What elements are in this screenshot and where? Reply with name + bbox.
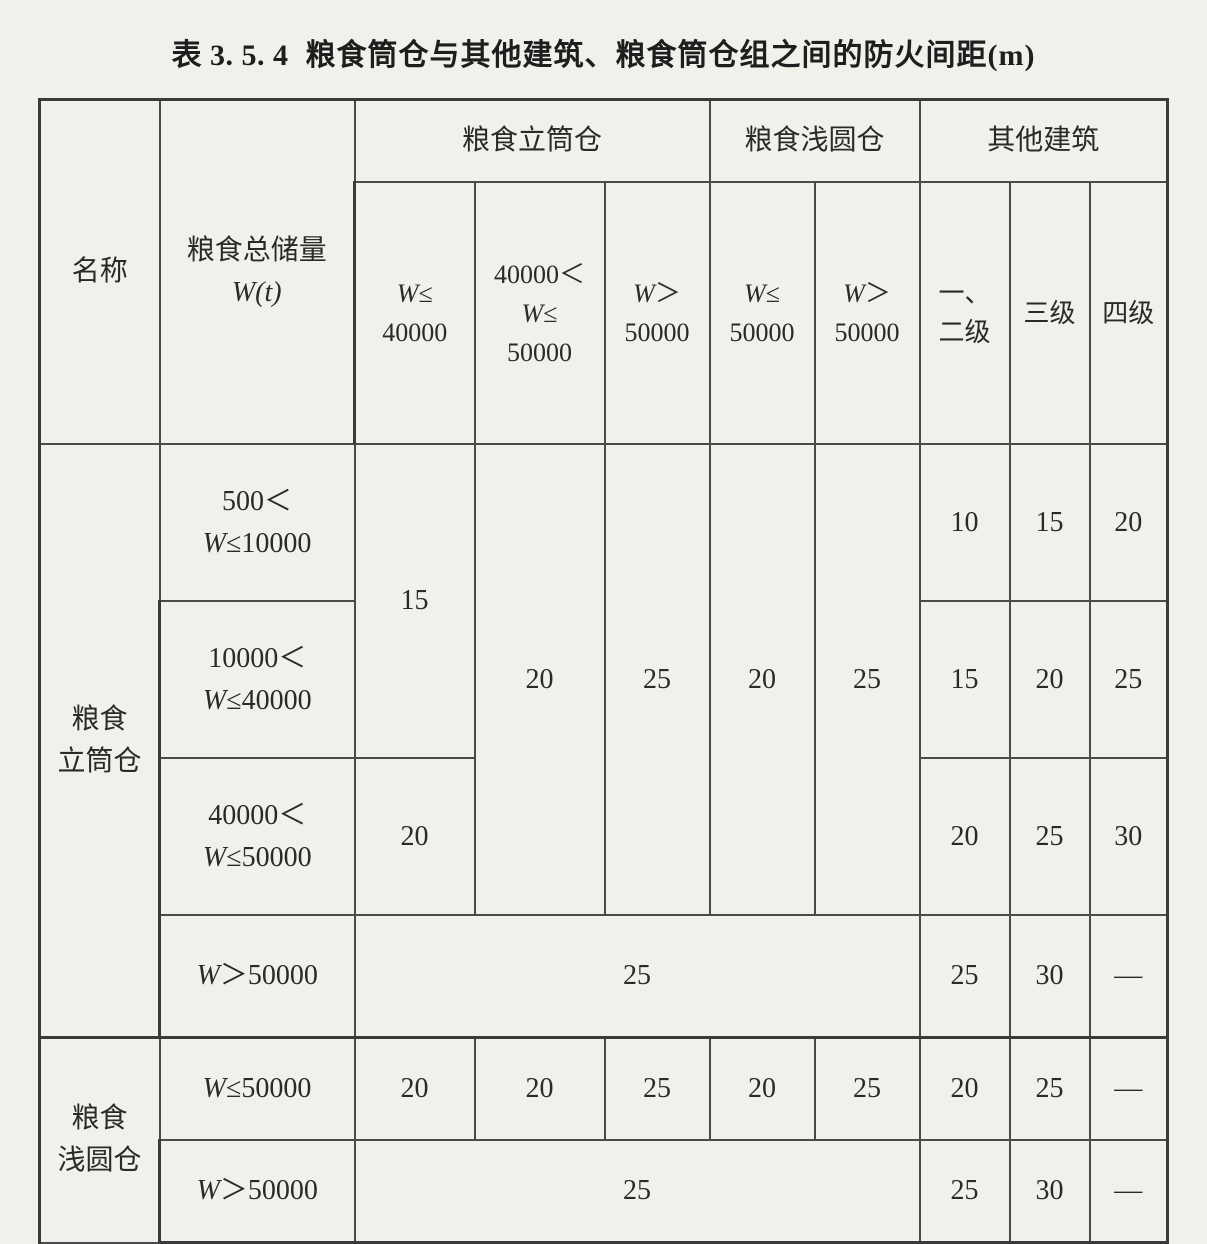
- r3-o2: 25: [1010, 758, 1090, 915]
- page: 表 3. 5. 4 粮食筒仓与其他建筑、粮食筒仓组之间的防火间距(m) 名称 粮…: [0, 0, 1207, 1240]
- col-group-shallow: 粮食浅圆仓: [710, 100, 920, 183]
- row-v-1: 粮食 立筒仓 500 W10000 15 20 25 20 25 10 15 2…: [40, 444, 1168, 601]
- r4-o3: —: [1090, 915, 1168, 1038]
- r3-o1: 20: [920, 758, 1010, 915]
- wt-header-l1: 粮食总储量: [187, 230, 327, 272]
- col-group-vertical: 粮食立筒仓: [355, 100, 710, 183]
- r1-3-q2: 25: [815, 444, 920, 915]
- header-row-1: 名称 粮食总储量 W(t) 粮食立筒仓 粮食浅圆仓 其他建筑: [40, 100, 1168, 183]
- sub-q2: W 50000: [815, 182, 920, 444]
- col-header-name: 名称: [40, 100, 160, 445]
- col-group-other: 其他建筑: [920, 100, 1168, 183]
- r6-o3: —: [1090, 1140, 1168, 1243]
- r1-3-q1: 20: [710, 444, 815, 915]
- sub-o3: 四级: [1090, 182, 1168, 444]
- row-q-2: W50000 25 25 30 —: [40, 1140, 1168, 1243]
- r1-3-v2: 20: [475, 444, 605, 915]
- r5-o2: 25: [1010, 1038, 1090, 1141]
- r5-v1: 20: [355, 1038, 475, 1141]
- r1-range: 500 W10000: [160, 444, 355, 601]
- caption-text: 粮食筒仓与其他建筑、粮食筒仓组之间的防火间距(m): [306, 39, 1036, 72]
- sub-q1: W 50000: [710, 182, 815, 444]
- wt-header-l2: W(t): [232, 277, 282, 308]
- sub-v1: W 40000: [355, 182, 475, 444]
- r6-o2: 30: [1010, 1140, 1090, 1243]
- r4-range: W50000: [160, 915, 355, 1038]
- sub-o1: 一、 二级: [920, 182, 1010, 444]
- r2-o2: 20: [1010, 601, 1090, 758]
- r4-big: 25: [355, 915, 920, 1038]
- r4-o2: 30: [1010, 915, 1090, 1038]
- row-q-1: 粮食 浅圆仓 W50000 20 20 25 20 25 20 25 —: [40, 1038, 1168, 1141]
- fire-distance-table: 名称 粮食总储量 W(t) 粮食立筒仓 粮食浅圆仓 其他建筑 W 40000: [38, 98, 1169, 1244]
- r1-o2: 15: [1010, 444, 1090, 601]
- r2-o3: 25: [1090, 601, 1168, 758]
- r5-v3: 25: [605, 1038, 710, 1141]
- r5-o1: 20: [920, 1038, 1010, 1141]
- sub-v3: W 50000: [605, 182, 710, 444]
- r2-o1: 15: [920, 601, 1010, 758]
- r1-3-v3: 25: [605, 444, 710, 915]
- r5-q2: 25: [815, 1038, 920, 1141]
- col-header-wt: 粮食总储量 W(t): [160, 100, 355, 445]
- r3-o3: 30: [1090, 758, 1168, 915]
- caption-number: 表 3. 5. 4: [172, 39, 289, 72]
- rowgroup-shallow: 粮食 浅圆仓: [40, 1038, 160, 1243]
- r6-o1: 25: [920, 1140, 1010, 1243]
- r5-v2: 20: [475, 1038, 605, 1141]
- r5-range: W50000: [160, 1038, 355, 1141]
- r3-v1: 20: [355, 758, 475, 915]
- sub-o2: 三级: [1010, 182, 1090, 444]
- r1r2-v1: 15: [355, 444, 475, 758]
- r1-o3: 20: [1090, 444, 1168, 601]
- r2-range: 10000 W40000: [160, 601, 355, 758]
- col-header-name-text: 名称: [72, 256, 128, 287]
- row-v-4: W50000 25 25 30 —: [40, 915, 1168, 1038]
- rowgroup-vertical: 粮食 立筒仓: [40, 444, 160, 1038]
- r5-o3: —: [1090, 1038, 1168, 1141]
- r6-range: W50000: [160, 1140, 355, 1243]
- r6-big: 25: [355, 1140, 920, 1243]
- sub-v2: 40000 W 50000: [475, 182, 605, 444]
- r1-o1: 10: [920, 444, 1010, 601]
- r3-range: 40000 W50000: [160, 758, 355, 915]
- r5-q1: 20: [710, 1038, 815, 1141]
- table-caption: 表 3. 5. 4 粮食筒仓与其他建筑、粮食筒仓组之间的防火间距(m): [38, 30, 1169, 74]
- r4-o1: 25: [920, 915, 1010, 1038]
